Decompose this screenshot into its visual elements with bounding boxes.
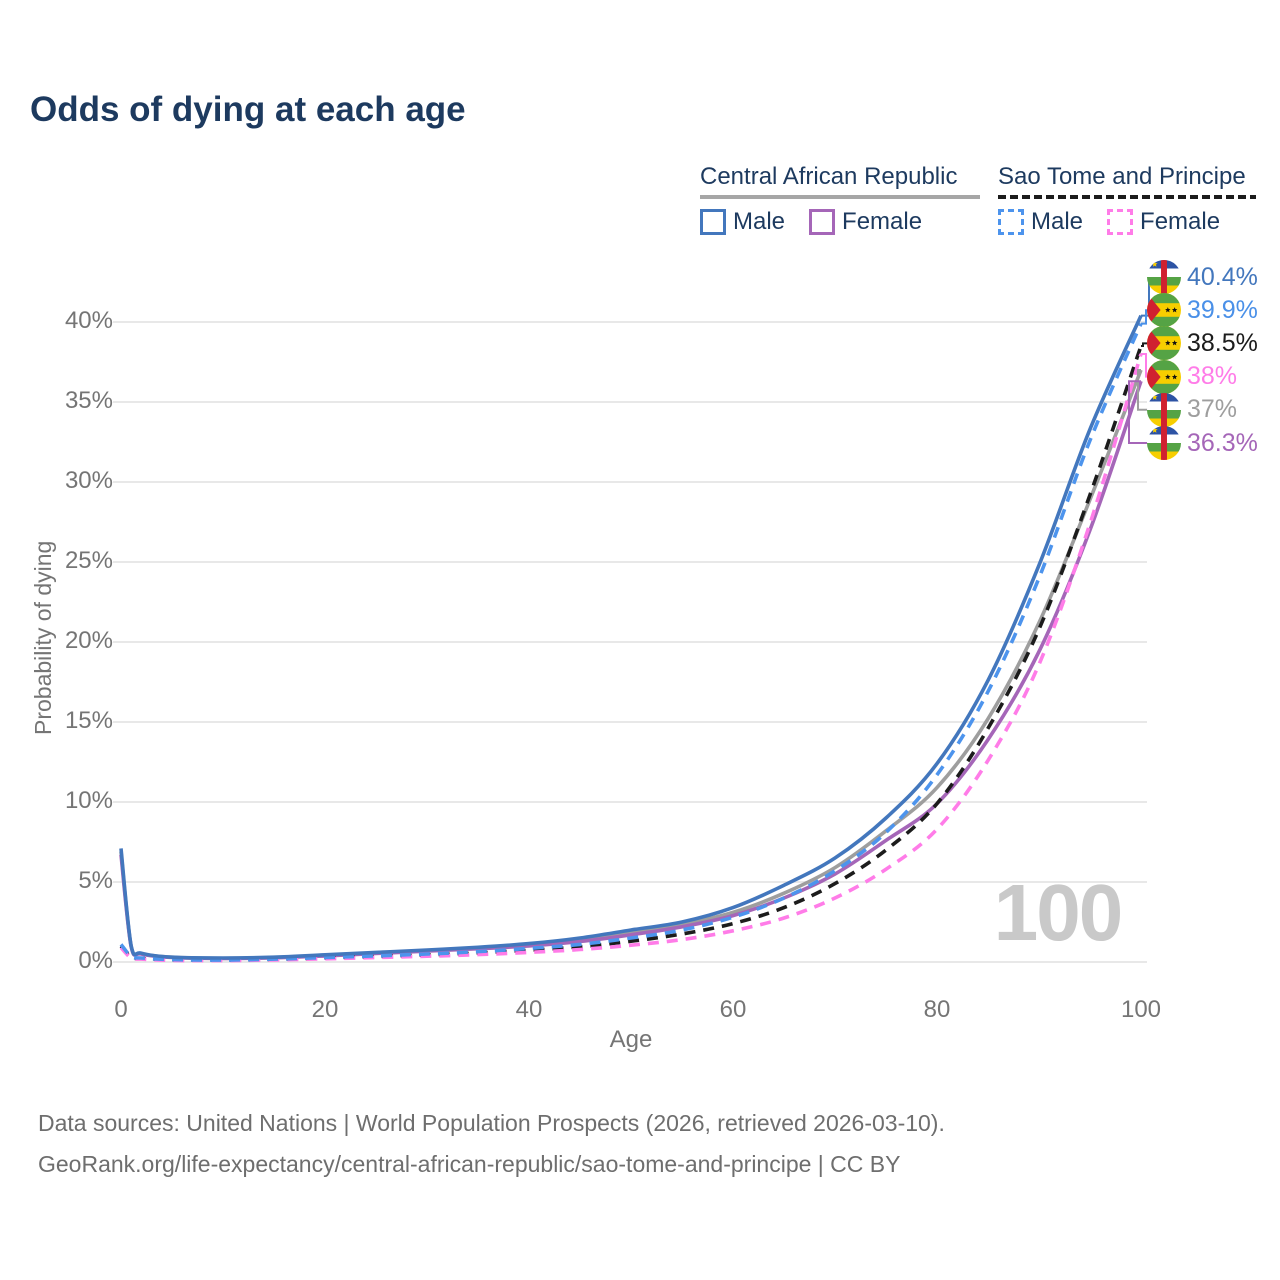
legend-group-central-african-republic: Central African Republic Male Female bbox=[700, 163, 980, 236]
attribution-line: GeoRank.org/life-expectancy/central-afri… bbox=[38, 1151, 901, 1177]
legend-item-label-stp-female: Female bbox=[1140, 208, 1221, 235]
end-label-leader bbox=[1128, 380, 1150, 444]
x-tick-label: 0 bbox=[114, 996, 128, 1023]
end-label-value: 40.4% bbox=[1187, 262, 1258, 291]
y-tick-label: 30% bbox=[64, 467, 113, 494]
end-label: 40.4% bbox=[1147, 260, 1258, 294]
legend-item-label-stp-male: Male bbox=[1031, 208, 1084, 235]
end-label-value: 37% bbox=[1187, 395, 1238, 424]
end-label-leader bbox=[1137, 369, 1150, 411]
age-watermark: 100 bbox=[993, 868, 1123, 957]
x-tick-label: 100 bbox=[1120, 996, 1162, 1023]
legend-country-label-car: Central African Republic bbox=[700, 163, 958, 190]
footer: Data sources: United Nations | World Pop… bbox=[38, 1103, 945, 1185]
legend-item-stp-female[interactable]: Female bbox=[1107, 208, 1220, 236]
page-title: Odds of dying at each age bbox=[30, 90, 466, 129]
end-label: 37% bbox=[1147, 392, 1238, 427]
y-tick-label: 40% bbox=[64, 307, 113, 334]
y-tick-label: 15% bbox=[64, 707, 113, 734]
end-label-value: 39.9% bbox=[1187, 295, 1258, 324]
legend-swatch-stp-male bbox=[998, 209, 1024, 235]
end-label-value: 36.3% bbox=[1187, 428, 1258, 457]
sao-tome-and-principe-flag-icon bbox=[1147, 326, 1181, 361]
end-label-value: 38% bbox=[1187, 362, 1238, 391]
legend-item-stp-male[interactable]: Male bbox=[998, 208, 1083, 236]
end-label-leader bbox=[1141, 342, 1150, 347]
legend-swatch-stp-female bbox=[1107, 209, 1134, 235]
legend-swatch-car-male bbox=[700, 209, 726, 235]
y-tick-label: 35% bbox=[64, 387, 113, 414]
legend-item-label-car-female: Female bbox=[842, 208, 923, 235]
end-label: 38.5% bbox=[1147, 326, 1258, 361]
end-label: 38% bbox=[1147, 359, 1238, 394]
legend-item-car-male[interactable]: Male bbox=[700, 208, 785, 236]
x-tick-label: 60 bbox=[719, 996, 747, 1023]
end-label: 36.3% bbox=[1147, 426, 1258, 460]
legend-item-car-female[interactable]: Female bbox=[809, 208, 922, 236]
x-tick-label: 80 bbox=[923, 996, 951, 1023]
legend-swatch-car-female bbox=[809, 209, 836, 235]
x-tick-label: 20 bbox=[311, 996, 339, 1023]
y-tick-label: 10% bbox=[64, 787, 113, 814]
end-label: 39.9% bbox=[1147, 293, 1258, 328]
data-sources-line: Data sources: United Nations | World Pop… bbox=[38, 1110, 945, 1136]
central-african-republic-flag-icon bbox=[1147, 426, 1181, 460]
legend-line-sample-car bbox=[700, 195, 980, 199]
y-tick-label: 0% bbox=[78, 947, 113, 974]
y-tick-label: 5% bbox=[78, 867, 113, 894]
legend-country-label-stp: Sao Tome and Principe bbox=[998, 163, 1246, 190]
legend-line-sample-stp bbox=[998, 195, 1256, 199]
x-axis-title: Age bbox=[609, 1026, 653, 1053]
sao-tome-and-principe-flag-icon bbox=[1147, 359, 1181, 394]
central-african-republic-flag-icon bbox=[1147, 392, 1181, 427]
sao-tome-and-principe-flag-icon bbox=[1147, 293, 1181, 328]
series-line-sao-tome-and-principe-male[interactable] bbox=[119, 322, 1143, 962]
y-axis-title: Probability of dying bbox=[30, 540, 56, 735]
end-label-value: 38.5% bbox=[1187, 328, 1258, 357]
y-tick-label: 20% bbox=[64, 627, 113, 654]
x-tick-label: 40 bbox=[515, 996, 543, 1023]
central-african-republic-flag-icon bbox=[1147, 260, 1181, 294]
series-line-central-african-republic-male[interactable] bbox=[119, 314, 1143, 960]
legend-group-sao-tome-and-principe: Sao Tome and Principe Male Female bbox=[998, 163, 1256, 236]
legend-item-label-car-male: Male bbox=[733, 208, 786, 235]
y-tick-label: 25% bbox=[64, 547, 113, 574]
